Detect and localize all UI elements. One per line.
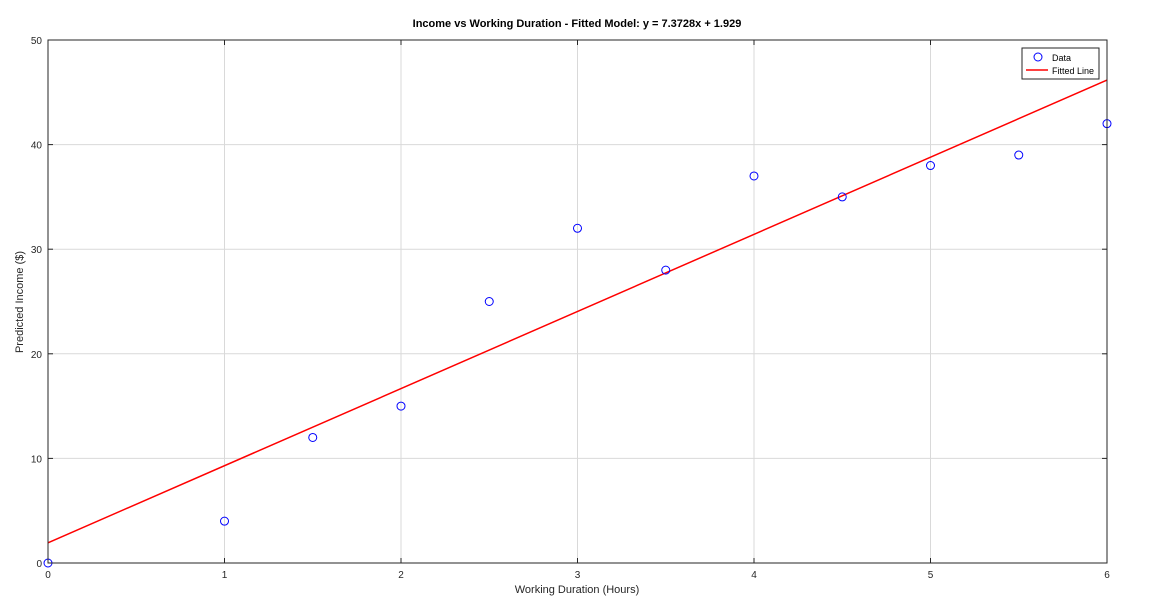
x-tick-label: 6 [1104, 570, 1110, 581]
x-tick-label: 3 [575, 570, 581, 581]
y-tick-label: 0 [36, 559, 42, 570]
y-tick-label: 50 [31, 36, 43, 47]
data-point [837, 192, 847, 202]
y-tick-label: 40 [31, 141, 43, 152]
data-point [661, 265, 671, 275]
ticks: 0 1 2 3 4 5 6 0 10 20 30 40 50 [31, 36, 1110, 581]
chart-title: Income vs Working Duration - Fitted Mode… [413, 18, 742, 30]
fitted-line-layer [47, 79, 1108, 544]
legend: Data Fitted Line [1021, 47, 1100, 80]
data-point [308, 432, 318, 442]
data-point [926, 161, 935, 171]
legend-fit-label: Fitted Line [1052, 66, 1094, 76]
legend-data-label: Data [1052, 53, 1071, 63]
data-point [749, 171, 759, 181]
y-axis-label: Predicted Income ($) [14, 251, 26, 353]
data-point [220, 516, 229, 526]
data-point [396, 401, 406, 411]
x-tick-label: 1 [222, 570, 228, 581]
plot-area: 0 1 2 3 4 5 6 0 10 20 30 40 50 [31, 36, 1112, 581]
y-tick-label: 30 [31, 245, 43, 256]
data-points-layer [43, 119, 1112, 568]
y-tick-label: 20 [31, 350, 43, 361]
fitted-line [47, 79, 1108, 544]
x-axis-label: Working Duration (Hours) [515, 584, 640, 596]
y-tick-label: 10 [31, 454, 43, 465]
x-tick-label: 0 [45, 570, 51, 581]
data-point [1014, 150, 1024, 160]
legend-box [1021, 47, 1100, 80]
x-tick-label: 4 [751, 570, 757, 581]
data-point [573, 223, 582, 233]
data-point [484, 297, 494, 306]
x-tick-label: 2 [398, 570, 404, 581]
legend-data-marker [1033, 52, 1043, 62]
x-tick-label: 5 [928, 570, 934, 581]
